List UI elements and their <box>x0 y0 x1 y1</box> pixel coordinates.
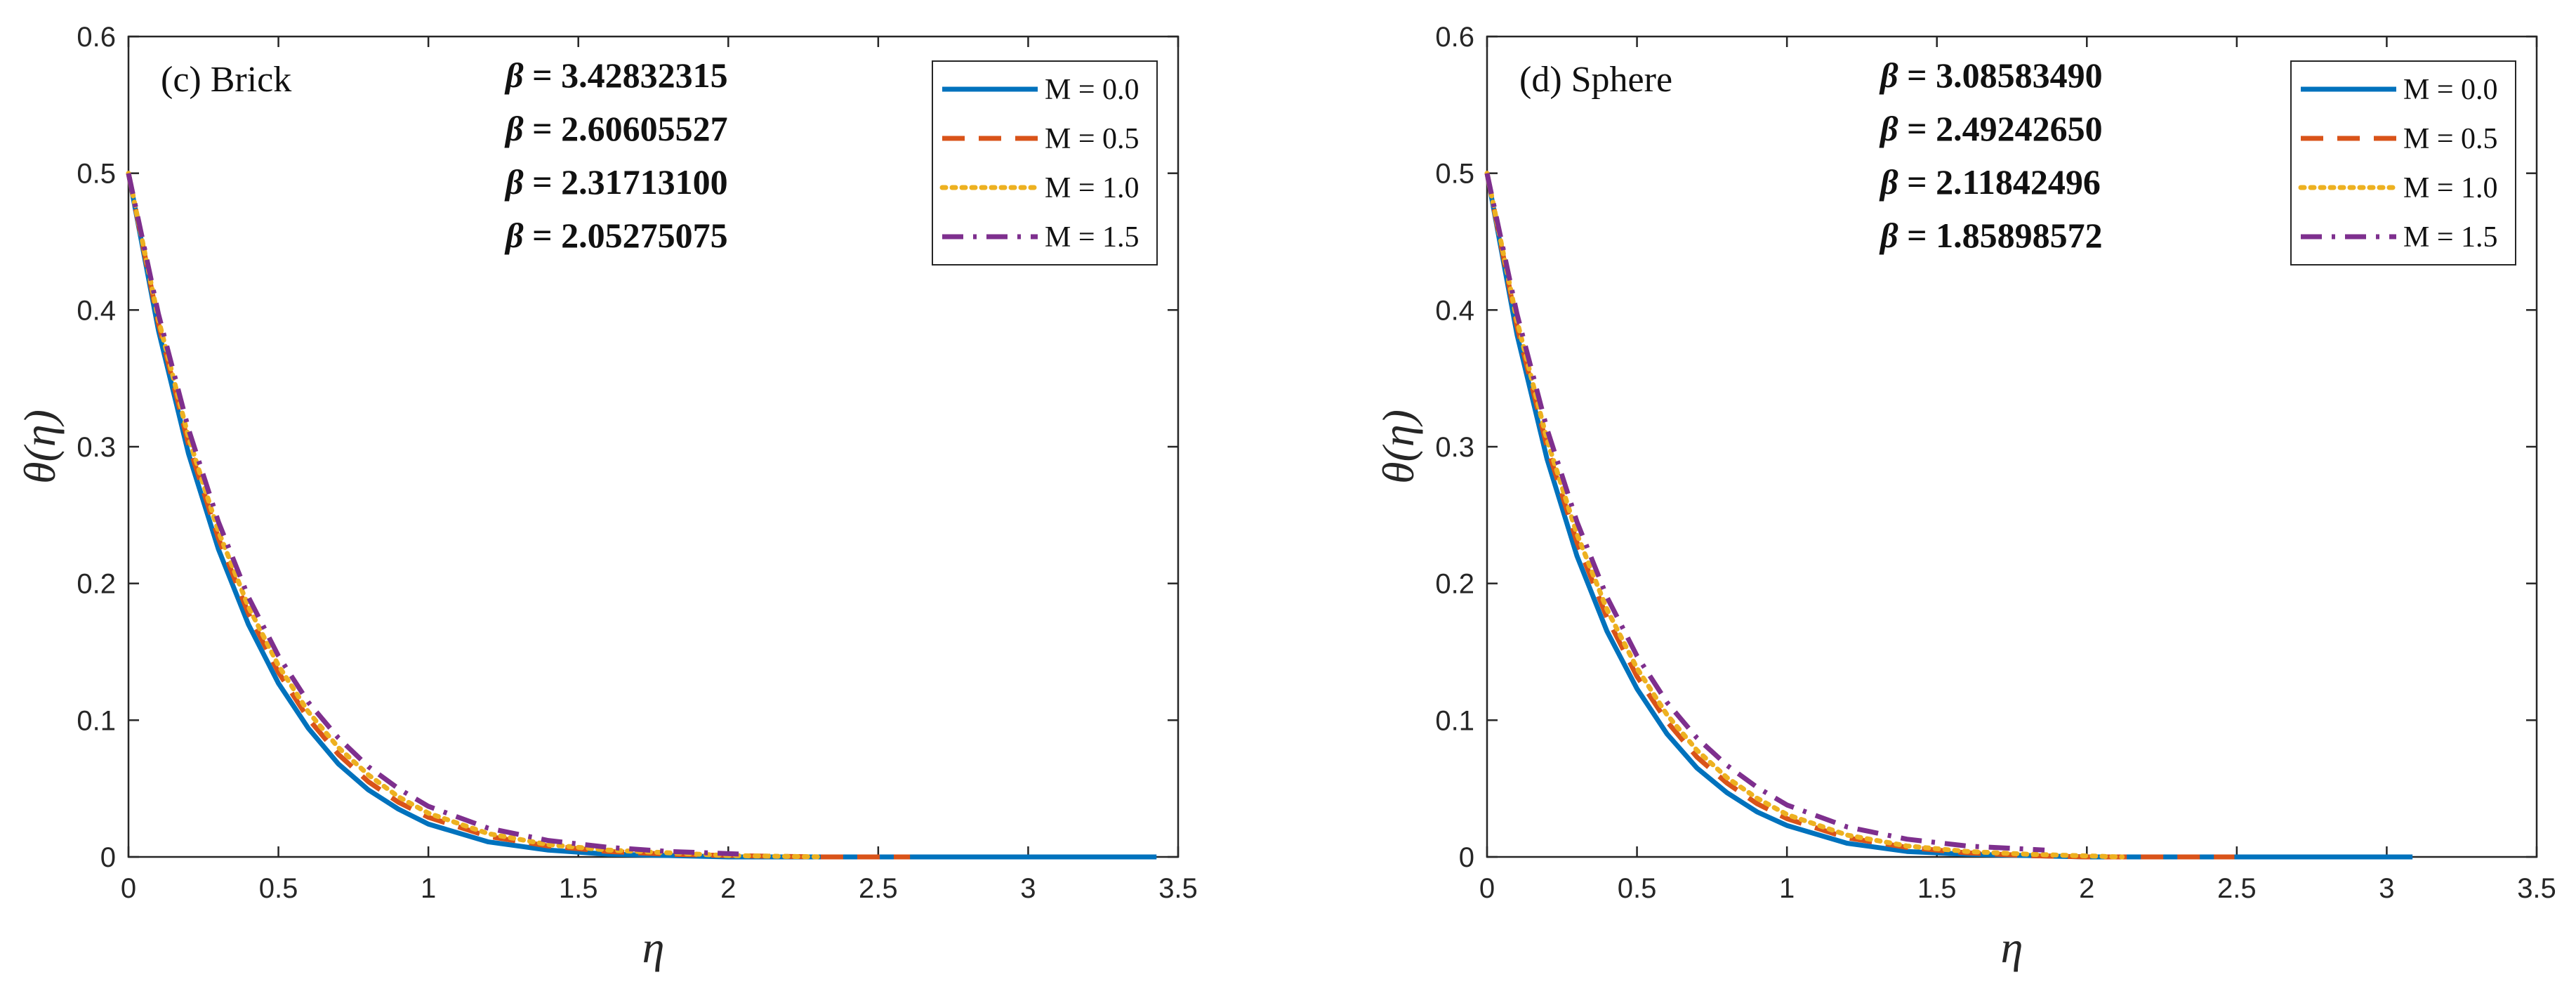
x-tick-label: 0.5 <box>259 873 298 904</box>
y-tick-label: 0 <box>1459 842 1474 873</box>
beta-symbol: β <box>1879 55 1898 95</box>
y-tick-label: 0.4 <box>77 295 116 326</box>
beta-annotation: β = 2.05275075 <box>504 216 728 255</box>
y-tick-label: 0.5 <box>1435 159 1474 190</box>
x-tick-label: 1.5 <box>559 873 598 904</box>
series-line-m-0-5 <box>1484 172 2235 860</box>
x-tick-label: 1 <box>1779 873 1795 904</box>
x-tick-label: 0.5 <box>1618 873 1657 904</box>
x-tick-label: 1 <box>421 873 436 904</box>
beta-symbol: β <box>1879 162 1898 202</box>
y-tick-label: 0.6 <box>1435 22 1474 53</box>
beta-value: = 2.49242650 <box>1898 109 2103 148</box>
beta-symbol: β <box>504 162 524 202</box>
legend-entry-label: M = 0.5 <box>2403 123 2498 155</box>
legend-entry-label: M = 0.0 <box>2403 74 2498 106</box>
y-tick-label: 0.3 <box>77 432 116 463</box>
beta-annotation: β = 3.42832315 <box>504 55 728 95</box>
x-tick-label: 2 <box>720 873 736 904</box>
legend-entry-label: M = 1.0 <box>2403 172 2498 204</box>
legend-entry-label: M = 1.5 <box>1045 221 1140 254</box>
series-line-m-1 <box>126 171 826 860</box>
y-tick-label: 0.1 <box>77 705 116 736</box>
series-line-m-1-5 <box>1484 172 2045 853</box>
beta-annotation: β = 2.11842496 <box>1879 162 2101 202</box>
beta-value: = 2.60605527 <box>524 109 728 148</box>
legend-entry-label: M = 0.0 <box>1045 74 1140 106</box>
beta-annotation: β = 2.31713100 <box>504 162 728 202</box>
x-tick-label: 3 <box>2379 873 2394 904</box>
y-axis-label: θ(η) <box>15 409 65 484</box>
chart-panel-brick: 0 0.5 1 1.5 2 2.5 3 3.5 0 0.1 0.2 0.3 0.4 0.5 0.6 η θ(η)… <box>15 22 1198 972</box>
chart-panel-sphere: 0 0.5 1 1.5 2 2.5 3 3.5 0 0.1 0.2 0.3 0.4 0.5 0.6 η θ(η)… <box>1373 22 2556 972</box>
beta-value: = 2.11842496 <box>1898 162 2101 202</box>
series-line-m-1-5 <box>126 172 745 857</box>
x-axis-label: η <box>2001 922 2023 972</box>
x-tick-label: 1.5 <box>1917 873 1957 904</box>
x-tick-label: 2 <box>2079 873 2094 904</box>
beta-symbol: β <box>504 55 524 95</box>
series-line-m-0-5 <box>126 172 911 860</box>
beta-annotation: β = 2.60605527 <box>504 109 728 148</box>
legend-entry-label: M = 1.5 <box>2403 221 2498 254</box>
y-tick-label: 0.5 <box>77 159 116 190</box>
x-tick-label: 0 <box>121 873 136 904</box>
y-tick-label: 0.2 <box>1435 569 1474 600</box>
x-tick-label: 3.5 <box>1158 873 1198 904</box>
x-tick-label: 3.5 <box>2517 873 2556 904</box>
beta-annotation: β = 1.85898572 <box>1879 216 2103 255</box>
beta-value: = 2.05275075 <box>524 216 728 255</box>
x-tick-label: 2.5 <box>859 873 898 904</box>
beta-value: = 3.08583490 <box>1898 55 2103 95</box>
x-tick-label: 2.5 <box>2217 873 2257 904</box>
legend-entry-label: M = 1.0 <box>1045 172 1140 204</box>
y-tick-label: 0.4 <box>1435 295 1474 326</box>
panel-label: (d) Sphere <box>1519 60 1672 100</box>
beta-symbol: β <box>1879 109 1898 148</box>
legend: M = 0.0 M = 0.5 M = 1.0 M = 1.5 <box>932 60 1158 266</box>
beta-annotation: β = 3.08583490 <box>1879 55 2103 95</box>
y-tick-label: 0.3 <box>1435 432 1474 463</box>
y-tick-label: 0 <box>100 842 116 873</box>
beta-value: = 1.85898572 <box>1898 216 2103 255</box>
beta-symbol: β <box>504 216 524 255</box>
y-axis-label: θ(η) <box>1373 409 1423 484</box>
beta-annotation: β = 2.49242650 <box>1879 109 2103 148</box>
x-axis-label: η <box>642 922 665 972</box>
beta-symbol: β <box>1879 216 1898 255</box>
y-tick-label: 0.6 <box>77 22 116 53</box>
y-tick-label: 0.1 <box>1435 705 1474 736</box>
panel-label: (c) Brick <box>161 60 291 100</box>
legend: M = 0.0 M = 0.5 M = 1.0 M = 1.5 <box>2290 60 2516 266</box>
beta-value: = 2.31713100 <box>524 162 728 202</box>
series-line-m-0 <box>1484 173 2413 860</box>
series-line-m-1 <box>1484 171 2125 860</box>
x-tick-label: 3 <box>1020 873 1036 904</box>
x-tick-label: 0 <box>1479 873 1495 904</box>
legend-box <box>932 60 1158 266</box>
y-tick-label: 0.2 <box>77 569 116 600</box>
legend-entry-label: M = 0.5 <box>1045 123 1140 155</box>
legend-box <box>2290 60 2516 266</box>
beta-symbol: β <box>504 109 524 148</box>
series-line-m-0 <box>126 173 1157 860</box>
beta-value: = 3.42832315 <box>524 55 728 95</box>
